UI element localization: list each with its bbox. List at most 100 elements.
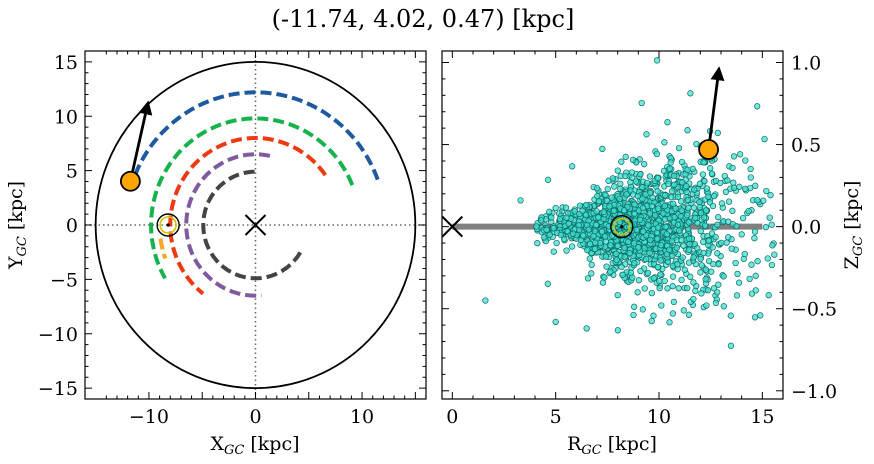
star-point (614, 327, 621, 334)
star-point (633, 226, 640, 234)
star-point (646, 210, 653, 217)
left-ylabel: YGC [kpc] (5, 181, 30, 270)
star-point (631, 201, 638, 208)
star-point (694, 245, 701, 252)
star-point (661, 202, 668, 210)
star-point (657, 242, 665, 249)
left-ytick-label: 15 (54, 52, 78, 74)
right-panel: 0 5 10 15 1.0 0.5 0.0 −0.5 −1.0 RGC [kpc] ZGC [k… (441, 50, 866, 458)
star-point (546, 231, 553, 238)
left-ytick-label: 5 (66, 161, 78, 183)
star-point (696, 180, 704, 187)
star-point (593, 208, 600, 215)
star-point (595, 198, 603, 205)
star-point (665, 180, 672, 188)
left-ytick-label: 0 (66, 215, 78, 237)
star-point (684, 166, 691, 173)
star-point (611, 183, 618, 190)
star-point (637, 171, 644, 178)
star-point (710, 285, 718, 292)
star-point (707, 165, 714, 172)
star-point (658, 302, 665, 309)
star-point (586, 255, 593, 262)
star-point (517, 197, 524, 204)
star-point (681, 266, 688, 273)
star-point (768, 221, 775, 228)
star-point (630, 303, 638, 310)
star-point (725, 234, 732, 241)
star-point (691, 186, 698, 193)
star-point (552, 318, 559, 325)
star-point (685, 259, 693, 266)
star-point (626, 250, 633, 257)
star-point (593, 185, 601, 192)
right-sun-ring-inner (612, 217, 631, 236)
star-point (630, 311, 637, 319)
star-point (661, 277, 668, 285)
star-point (703, 302, 710, 309)
star-point (730, 153, 738, 160)
star-point (638, 99, 645, 107)
star-point (534, 240, 541, 247)
star-point (576, 226, 583, 234)
star-point (687, 90, 694, 97)
star-point (591, 245, 599, 253)
star-point (673, 244, 680, 251)
star-point (694, 220, 701, 227)
star-point (614, 167, 621, 174)
left-ytick-label: 10 (54, 106, 78, 128)
star-point (654, 235, 661, 242)
right-xtick-label: 10 (647, 406, 671, 428)
star-point (656, 284, 663, 292)
star-point (664, 285, 671, 292)
star-point (546, 208, 553, 215)
star-point (734, 270, 741, 278)
star-point (569, 163, 576, 170)
star-point (751, 314, 759, 321)
star-point (635, 244, 642, 251)
spiral-arm-4 (184, 152, 271, 298)
star-point (603, 263, 610, 270)
star-point (557, 231, 565, 239)
star-point (544, 280, 551, 287)
star-point (705, 237, 713, 244)
star-point (752, 287, 759, 294)
star-point (728, 245, 735, 252)
star-point (689, 165, 696, 173)
star-point (678, 207, 685, 214)
star-point (568, 243, 576, 250)
star-point (656, 278, 663, 285)
star-point (754, 103, 761, 110)
boundary-circle (94, 60, 417, 390)
star-point (595, 214, 602, 221)
star-point (739, 214, 747, 222)
star-point (674, 193, 682, 201)
star-point (663, 230, 670, 238)
star-point (632, 178, 640, 185)
star-point (639, 204, 647, 212)
star-point (563, 214, 570, 221)
spiral-arm-1 (127, 90, 380, 192)
left-xtick-label: 0 (249, 406, 261, 428)
star-point (644, 269, 652, 277)
star-point (710, 192, 718, 200)
star-point (605, 177, 612, 184)
star-point (621, 253, 628, 261)
star-point (678, 276, 685, 284)
star-point (747, 174, 754, 181)
star-point (650, 275, 657, 282)
star-point (637, 267, 644, 275)
star-point (698, 262, 706, 269)
star-point (766, 214, 773, 221)
star-point (761, 135, 768, 143)
star-point (669, 283, 676, 290)
right-xtick-label: 5 (550, 406, 562, 428)
right-xtick-label: 0 (446, 406, 458, 428)
star-point (683, 183, 690, 190)
star-point (544, 176, 552, 183)
star-point (678, 236, 685, 244)
star-point (697, 269, 704, 276)
right-ytick-label: −1.0 (791, 381, 837, 403)
star-point (669, 273, 677, 280)
star-point (704, 287, 712, 294)
